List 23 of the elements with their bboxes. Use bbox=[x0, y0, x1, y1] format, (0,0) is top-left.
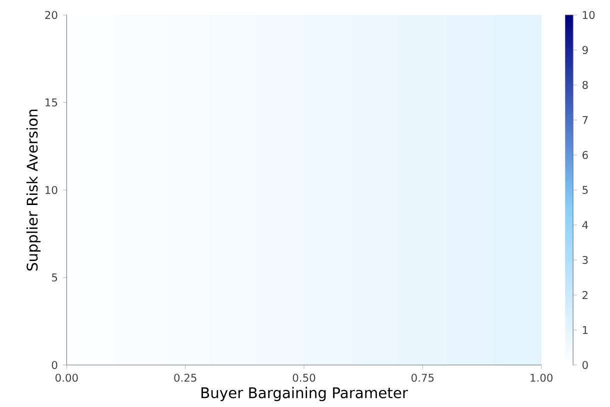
x-tick-label: 0.00 bbox=[56, 374, 78, 382]
y-tick-label: 5 bbox=[52, 274, 58, 282]
y-tick-label: 15 bbox=[46, 98, 58, 106]
x-tick-label: 0.75 bbox=[412, 374, 434, 382]
y-tick-label: 0 bbox=[52, 360, 58, 370]
color-bar-label: 10 bbox=[582, 10, 595, 20]
x-tick-label: 1.00 bbox=[530, 374, 553, 382]
x-tick-label: 0.50 bbox=[292, 374, 316, 382]
color-bar-label: 1 bbox=[582, 326, 588, 334]
color-bar-label: 9 bbox=[582, 46, 588, 54]
y-axis-title: Supplier Risk Aversion bbox=[26, 110, 41, 271]
color-bar-label: 6 bbox=[582, 150, 588, 160]
color-bar-label: 0 bbox=[582, 360, 588, 370]
color-bar-label: 2 bbox=[582, 291, 588, 299]
color-bar-label: 3 bbox=[582, 256, 588, 264]
color-bar-label: 7 bbox=[582, 116, 588, 124]
y-tick-label: 20 bbox=[45, 10, 58, 20]
x-tick-label: 0.25 bbox=[174, 374, 196, 382]
color-bar-label: 8 bbox=[582, 80, 588, 90]
y-tick-label: 10 bbox=[46, 186, 58, 194]
x-axis-title: Buyer Bargaining Parameter bbox=[202, 386, 408, 402]
color-bar-label: 5 bbox=[582, 186, 588, 194]
color-bar-label: 4 bbox=[582, 221, 588, 229]
